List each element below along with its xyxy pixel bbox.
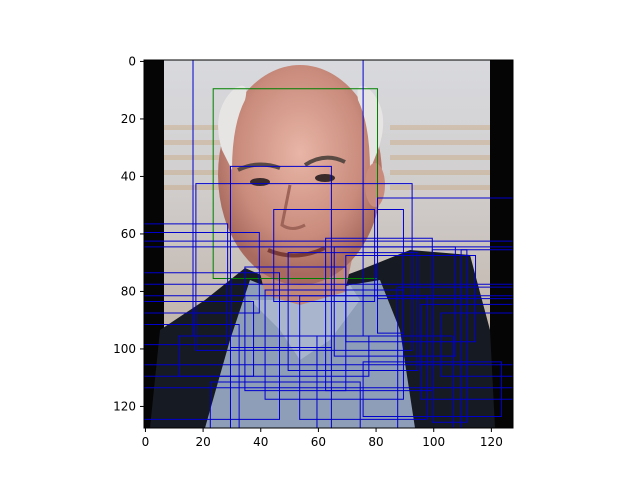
- blue-box-14: [244, 266, 347, 392]
- y-tick-label-40: 40: [121, 169, 136, 183]
- blue-box-3: [195, 183, 413, 351]
- photo-image: [144, 60, 513, 428]
- y-tick-label-100: 100: [113, 342, 136, 356]
- blue-box-31: [431, 249, 468, 423]
- y-tick-label-20: 20: [121, 112, 136, 126]
- blue-box-23: [178, 335, 370, 377]
- x-tick-label-40: 40: [253, 435, 268, 449]
- blue-box-13: [287, 252, 419, 371]
- x-tick-label-80: 80: [368, 435, 383, 449]
- blue-box-18: [264, 289, 404, 400]
- x-tick-label-20: 20: [195, 435, 210, 449]
- y-axis: 0 20 40 60 80 100 120: [113, 54, 144, 413]
- blue-box-11: [333, 246, 456, 357]
- y-tick-label-0: 0: [128, 54, 136, 68]
- y-tick-label-60: 60: [121, 227, 136, 241]
- x-tick-label-120: 120: [480, 435, 503, 449]
- x-tick-label-0: 0: [142, 435, 150, 449]
- blue-box-layer: [143, 59, 514, 429]
- y-tick-label-80: 80: [121, 284, 136, 298]
- y-tick-label-120: 120: [113, 399, 136, 413]
- x-tick-label-60: 60: [311, 435, 326, 449]
- blue-box-19: [299, 295, 428, 420]
- axes-frame: [143, 59, 514, 429]
- x-axis: 0 20 40 60 80 100 120: [142, 428, 503, 449]
- x-tick-label-100: 100: [422, 435, 445, 449]
